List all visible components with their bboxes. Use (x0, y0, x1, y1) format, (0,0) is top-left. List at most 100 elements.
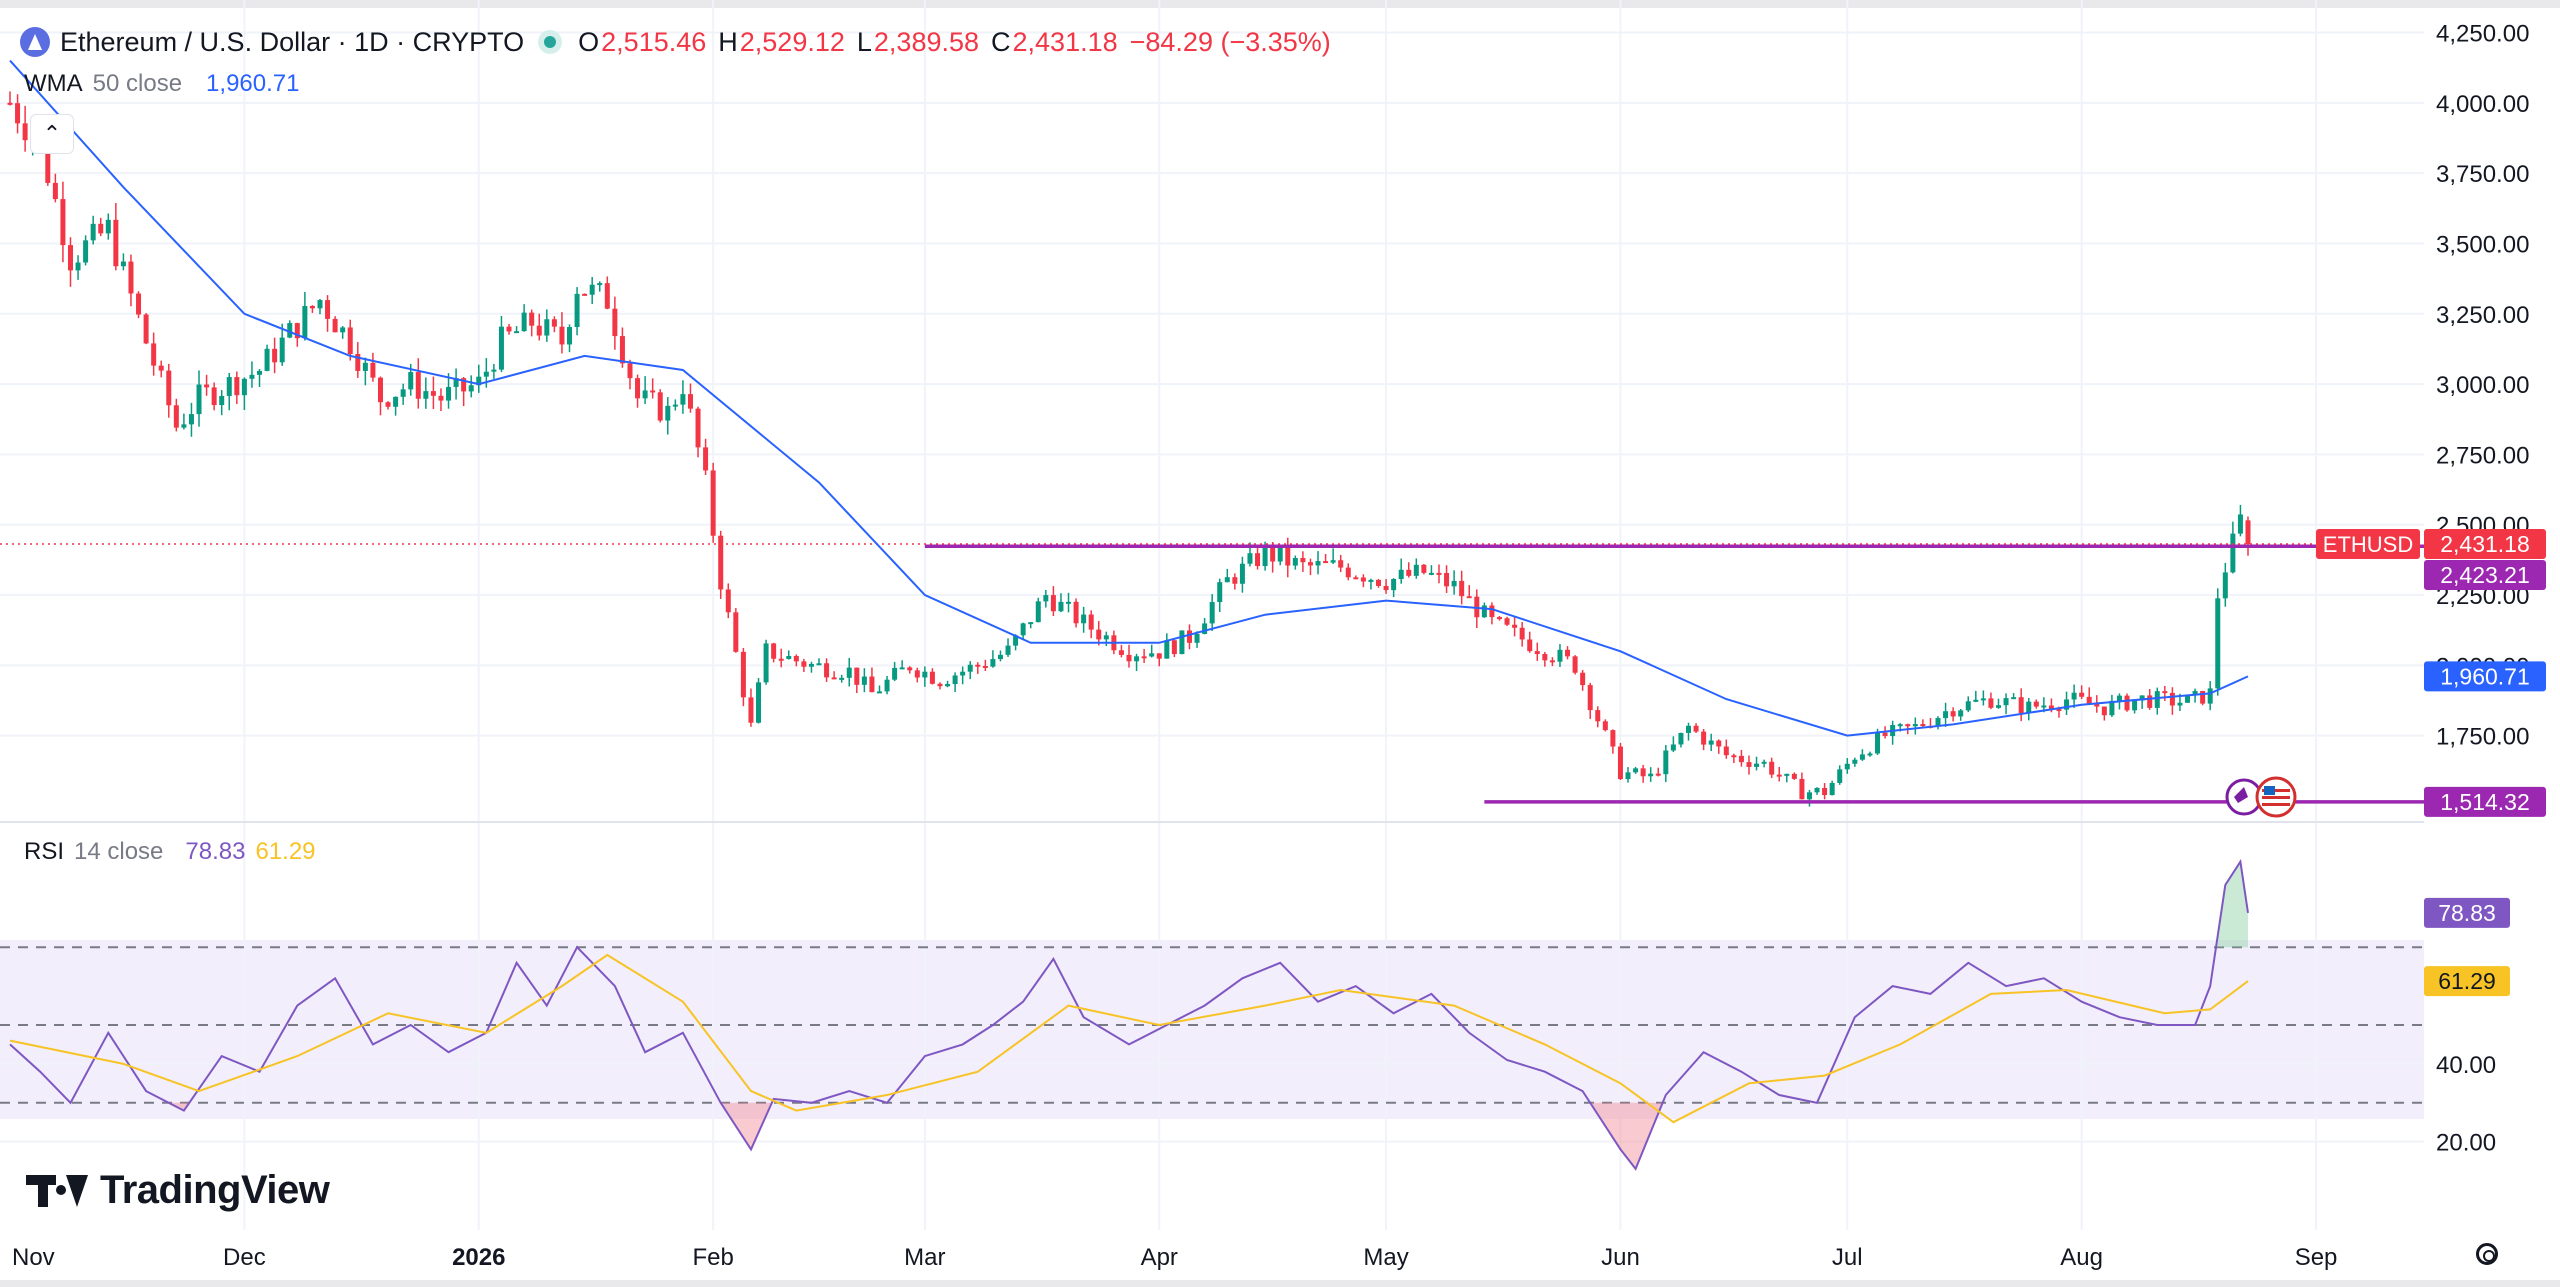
candle-body[interactable] (1315, 561, 1321, 566)
candle-body[interactable] (2064, 699, 2070, 710)
candle-body[interactable] (945, 684, 951, 687)
candle-body[interactable] (1602, 721, 1608, 731)
candle-body[interactable] (1754, 763, 1760, 767)
candle-body[interactable] (1096, 629, 1102, 640)
candle-body[interactable] (2169, 692, 2175, 706)
candle-body[interactable] (2094, 703, 2100, 707)
candle-body[interactable] (1565, 649, 1571, 657)
candle-body[interactable] (612, 308, 618, 337)
candle-body[interactable] (1776, 774, 1782, 777)
candle-body[interactable] (1882, 732, 1888, 737)
candle-body[interactable] (1731, 755, 1737, 758)
candle-body[interactable] (884, 679, 890, 692)
candle-body[interactable] (1943, 711, 1949, 719)
candle-body[interactable] (907, 667, 913, 671)
candle-body[interactable] (1338, 560, 1344, 568)
candle-body[interactable] (325, 300, 331, 319)
candle-body[interactable] (1345, 567, 1351, 578)
candle-body[interactable] (824, 663, 830, 678)
candle-body[interactable] (627, 363, 633, 379)
candle-body[interactable] (1640, 768, 1646, 777)
candle-body[interactable] (2185, 695, 2191, 703)
rsi-tag[interactable] (2424, 897, 2510, 928)
candle-body[interactable] (1542, 654, 1548, 661)
candle-body[interactable] (1859, 754, 1865, 760)
candle-body[interactable] (1164, 640, 1170, 659)
candle-body[interactable] (619, 336, 625, 364)
symbol-tag[interactable] (2316, 529, 2420, 560)
candle-body[interactable] (2162, 691, 2168, 694)
candle-body[interactable] (559, 326, 565, 345)
candle-body[interactable] (899, 667, 905, 670)
candle-body[interactable] (1421, 564, 1427, 573)
candle-body[interactable] (204, 384, 210, 388)
candle-body[interactable] (355, 353, 361, 371)
candle-body[interactable] (2011, 697, 2017, 700)
candle-body[interactable] (1822, 787, 1828, 796)
candle-body[interactable] (45, 139, 51, 183)
candle-body[interactable] (1171, 640, 1177, 655)
candle-body[interactable] (2215, 598, 2221, 689)
candle-body[interactable] (332, 318, 338, 333)
candle-body[interactable] (1527, 639, 1533, 652)
candle-body[interactable] (642, 390, 648, 399)
candle-body[interactable] (2056, 709, 2062, 712)
candle-body[interactable] (483, 371, 489, 377)
candle-body[interactable] (181, 424, 187, 428)
candle-body[interactable] (1444, 572, 1450, 587)
candle-body[interactable] (2237, 514, 2243, 534)
candle-body[interactable] (1270, 545, 1276, 562)
candle-body[interactable] (597, 283, 603, 286)
candle-body[interactable] (975, 664, 981, 667)
candle-body[interactable] (695, 408, 701, 448)
candle-body[interactable] (1292, 558, 1298, 566)
candle-body[interactable] (1988, 698, 1994, 708)
candle-body[interactable] (604, 283, 610, 309)
candle-body[interactable] (574, 293, 580, 328)
candle-body[interactable] (1179, 630, 1185, 655)
candle-body[interactable] (1595, 710, 1601, 722)
candle-body[interactable] (1912, 724, 1918, 727)
candle-body[interactable] (1905, 724, 1911, 727)
candle-body[interactable] (211, 387, 217, 406)
candle-body[interactable] (1262, 545, 1268, 567)
candle-body[interactable] (1035, 601, 1041, 623)
candle-body[interactable] (1799, 778, 1805, 800)
candle-body[interactable] (997, 654, 1003, 660)
candle-body[interactable] (1723, 746, 1729, 756)
candle-body[interactable] (1126, 654, 1132, 662)
candle-body[interactable] (635, 378, 641, 399)
candle-body[interactable] (188, 414, 194, 425)
candle-body[interactable] (1118, 650, 1124, 655)
candle-body[interactable] (2139, 695, 2145, 701)
symbol-header[interactable]: Ethereum / U.S. Dollar · 1D · CRYPTO O 2,… (20, 22, 1343, 62)
candle-body[interactable] (317, 300, 323, 309)
candle-body[interactable] (105, 219, 111, 234)
candle-body[interactable] (1368, 579, 1374, 582)
candle-body[interactable] (718, 535, 724, 590)
candle-body[interactable] (1020, 623, 1026, 636)
candle-body[interactable] (241, 378, 247, 396)
candle-body[interactable] (226, 377, 232, 396)
candle-body[interactable] (2071, 692, 2077, 700)
candle-body[interactable] (1186, 630, 1192, 643)
candle-body[interactable] (1353, 577, 1359, 580)
candle-body[interactable] (1232, 577, 1238, 584)
candle-body[interactable] (393, 396, 399, 407)
candle-body[interactable] (816, 663, 822, 666)
candle-body[interactable] (1761, 761, 1767, 764)
candle-body[interactable] (385, 402, 391, 407)
candle-body[interactable] (1557, 649, 1563, 662)
candle-body[interactable] (869, 676, 875, 693)
candle-body[interactable] (158, 365, 164, 371)
candle-body[interactable] (75, 262, 81, 271)
candle-body[interactable] (1466, 596, 1472, 599)
candle-body[interactable] (234, 377, 240, 396)
candle-body[interactable] (1829, 782, 1835, 796)
candle-body[interactable] (1738, 755, 1744, 763)
candle-body[interactable] (650, 390, 656, 393)
candle-body[interactable] (196, 384, 202, 415)
candle-body[interactable] (2230, 533, 2236, 573)
candle-body[interactable] (937, 683, 943, 687)
